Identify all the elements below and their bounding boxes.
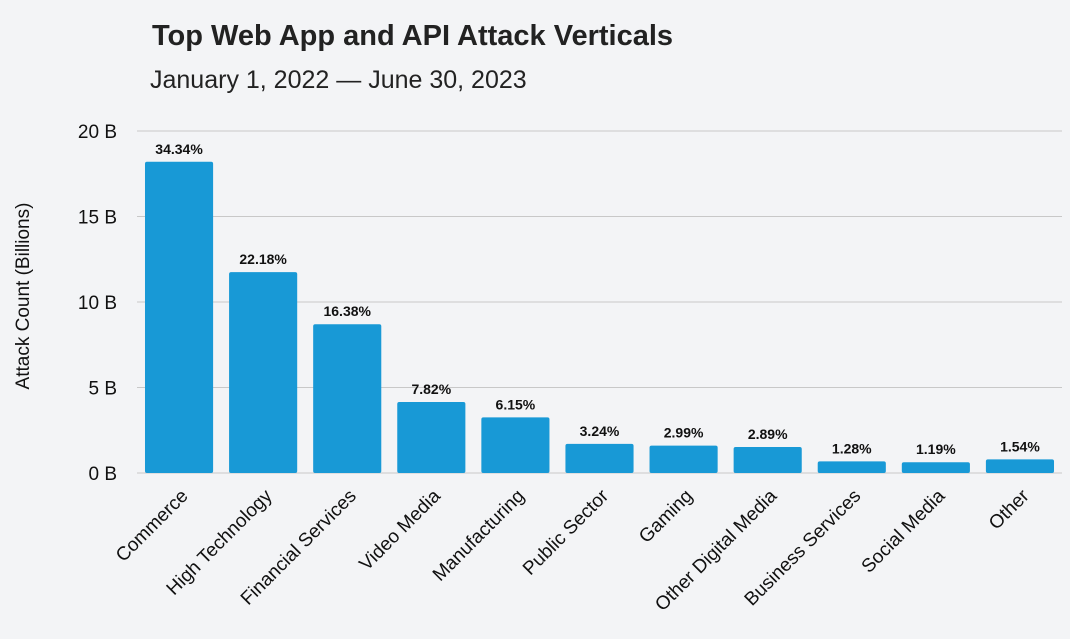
bar bbox=[901, 462, 970, 473]
data-label: 2.99% bbox=[664, 425, 704, 441]
data-label: 6.15% bbox=[496, 396, 536, 412]
y-axis-label: Attack Count (Billions) bbox=[13, 203, 34, 390]
y-tick-label: 20 B bbox=[78, 122, 117, 143]
x-tick-label: Other bbox=[985, 485, 1034, 534]
y-tick-label: 0 B bbox=[88, 464, 117, 485]
data-label: 22.18% bbox=[239, 251, 287, 267]
data-label: 16.38% bbox=[323, 303, 371, 319]
data-label: 1.54% bbox=[1000, 438, 1040, 454]
x-tick-label: Gaming bbox=[635, 486, 697, 548]
data-label: 1.19% bbox=[916, 441, 956, 457]
data-label: 7.82% bbox=[411, 381, 451, 397]
y-tick-label: 5 B bbox=[88, 379, 117, 400]
bars bbox=[144, 161, 1055, 473]
data-label: 1.28% bbox=[832, 440, 872, 456]
data-label: 2.89% bbox=[748, 426, 788, 442]
data-label: 3.24% bbox=[580, 423, 620, 439]
bar bbox=[481, 417, 550, 473]
bar bbox=[144, 161, 214, 473]
bar bbox=[565, 443, 634, 473]
y-tick-label: 10 B bbox=[78, 293, 117, 314]
x-tick-label: Social Media bbox=[858, 485, 950, 577]
bar bbox=[817, 461, 886, 473]
y-tick-label: 15 B bbox=[78, 208, 117, 229]
data-labels: 34.34% 22.18% 16.38% 7.82% 6.15% 3.24% 2.99% 2.… bbox=[155, 141, 1040, 457]
bar bbox=[397, 402, 466, 473]
bar bbox=[985, 459, 1055, 473]
chart-subtitle: January 1, 2022 — June 30, 2023 bbox=[150, 66, 527, 94]
x-tick-label: Commerce bbox=[112, 486, 193, 567]
chart-title: Top Web App and API Attack Verticals bbox=[152, 20, 673, 52]
bar bbox=[313, 324, 382, 473]
bar bbox=[229, 272, 298, 473]
x-tick-label: Public Sector bbox=[519, 485, 613, 579]
y-axis-ticks: 0 B 5 B 10 B 15 B 20 B bbox=[78, 122, 117, 485]
bar bbox=[649, 445, 718, 473]
bar bbox=[733, 447, 802, 473]
x-tick-label: Video Media bbox=[356, 485, 446, 575]
data-label: 34.34% bbox=[155, 141, 203, 157]
